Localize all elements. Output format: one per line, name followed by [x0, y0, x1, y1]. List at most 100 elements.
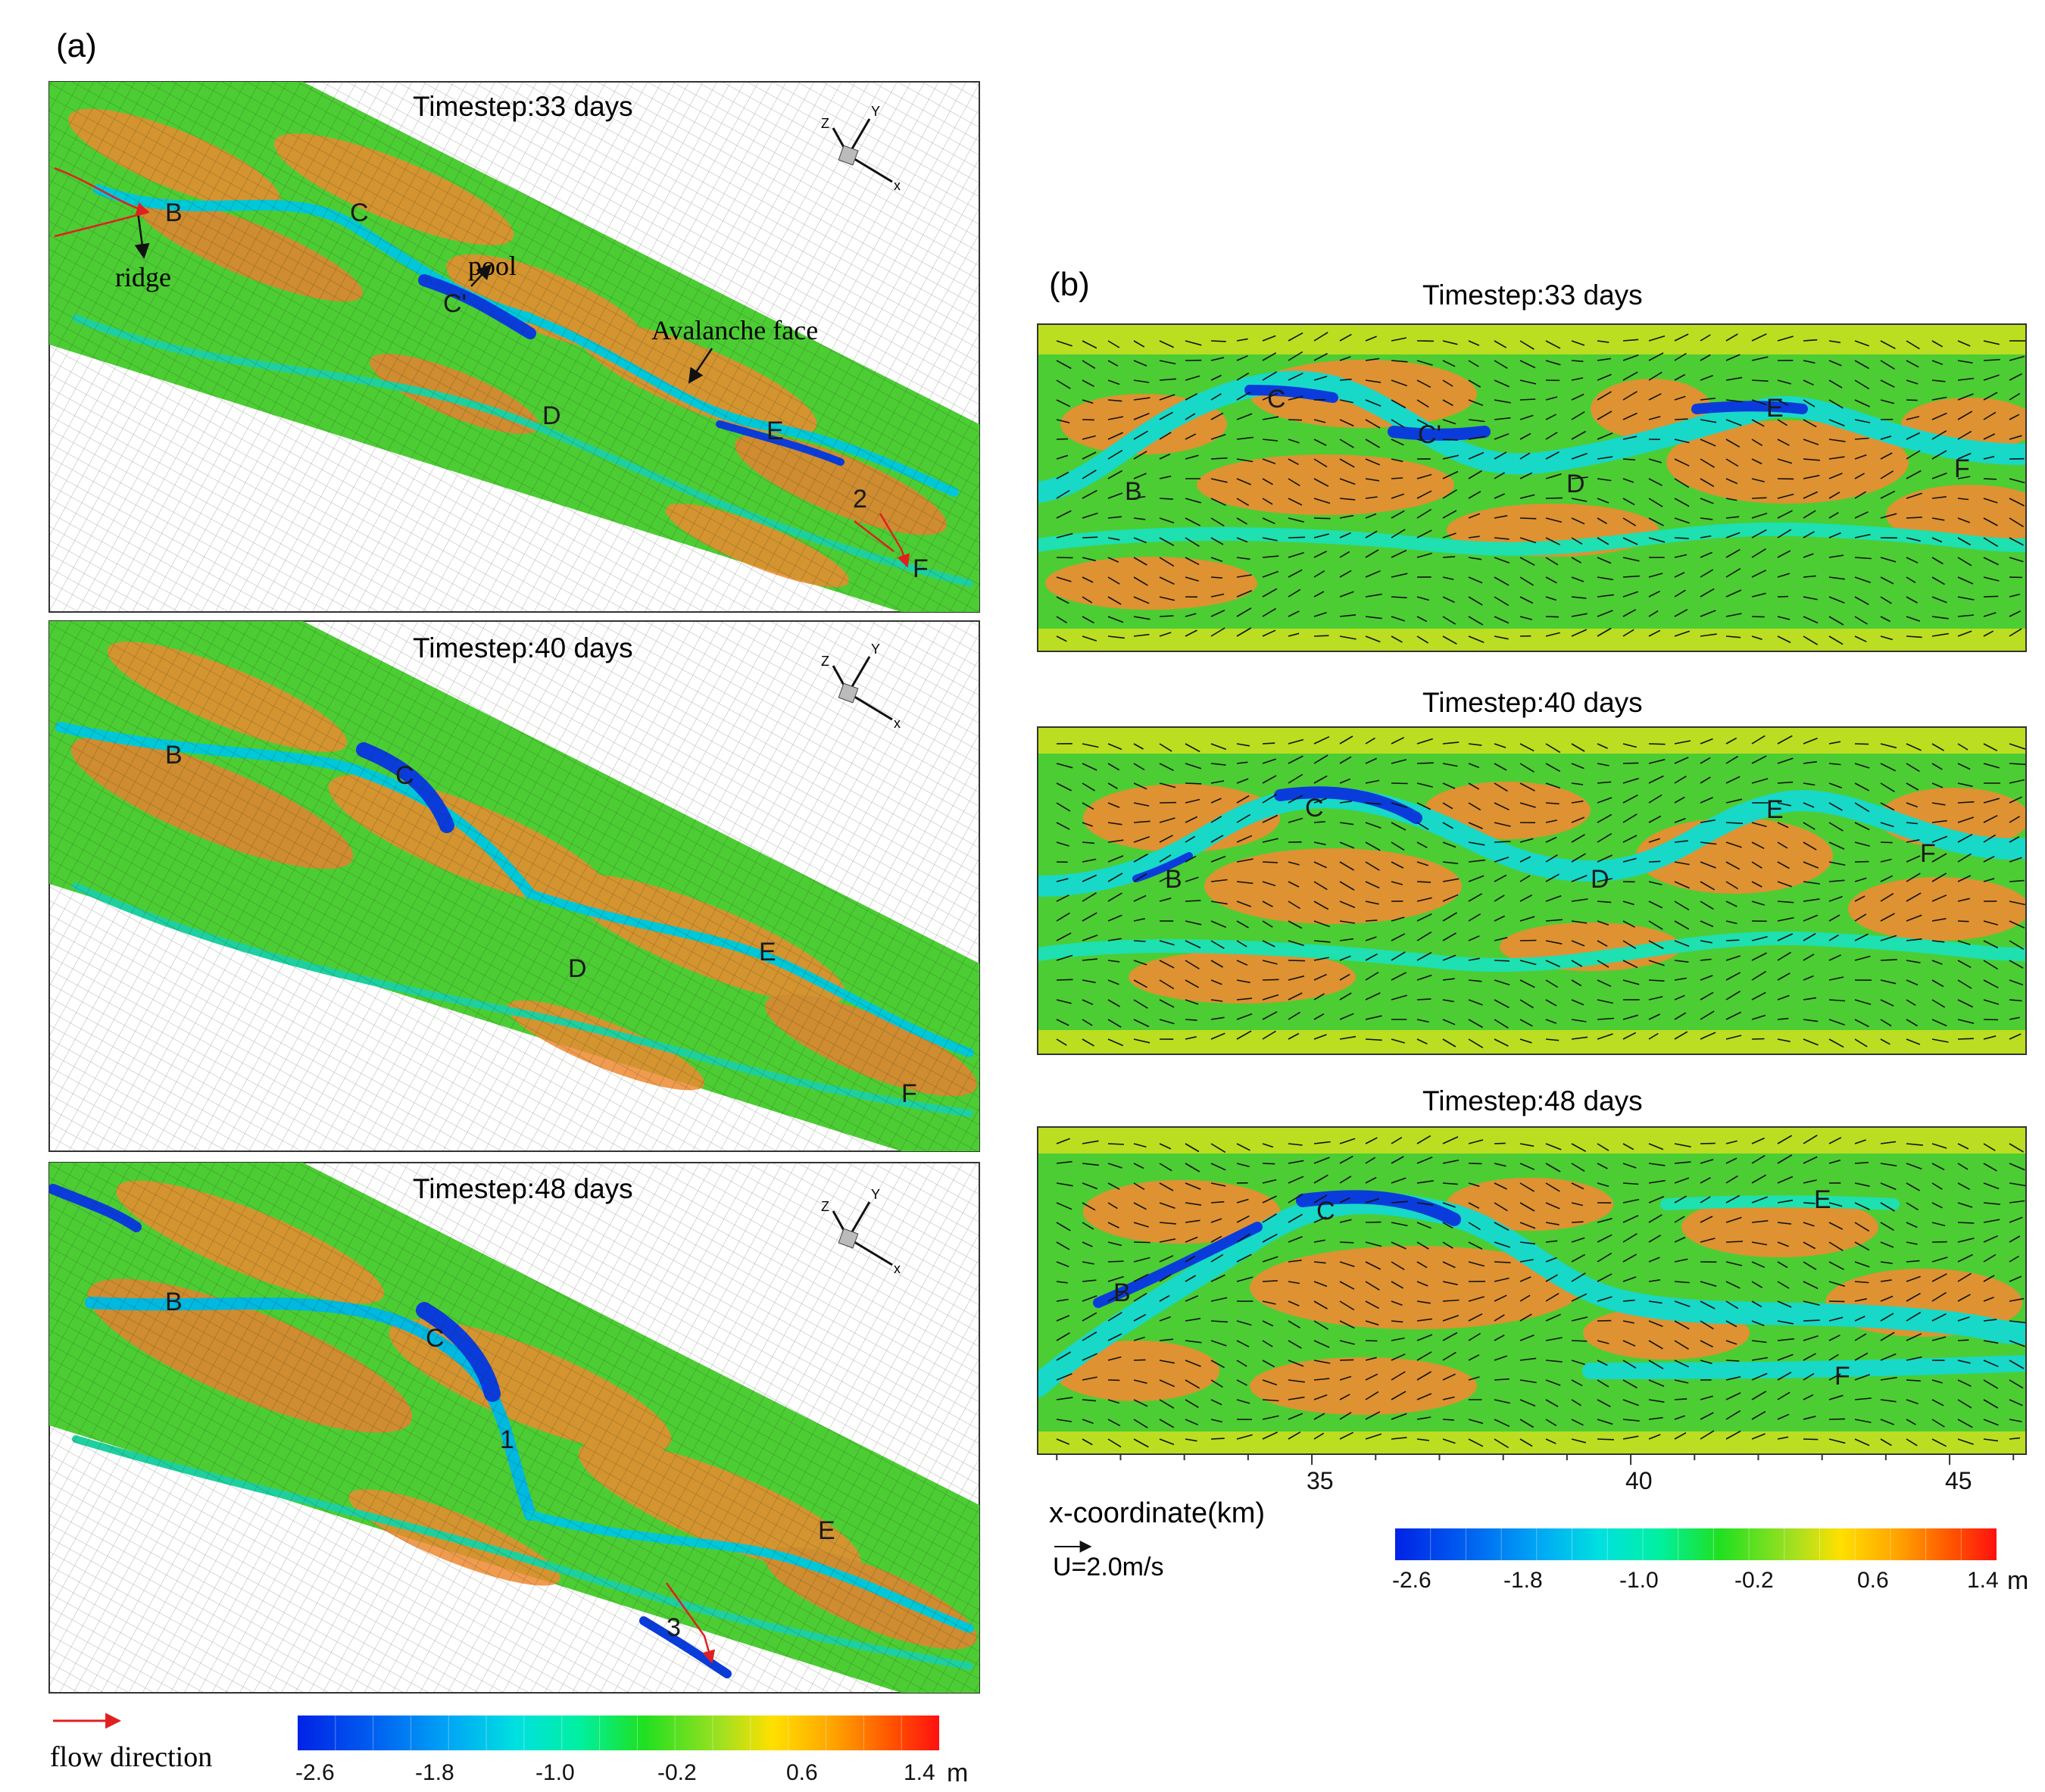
velocity-vector [1056, 489, 1070, 499]
velocity-vectors [1056, 332, 2026, 645]
velocity-vector [1880, 513, 1897, 519]
velocity-vector [1931, 412, 1947, 420]
velocity-vector [1957, 340, 1971, 347]
velocity-vector [1545, 340, 1561, 349]
velocity-vector [1236, 761, 1248, 764]
velocity-vector [1056, 954, 1073, 961]
velocity-vector [1210, 816, 1222, 823]
velocity-vector [1545, 802, 1560, 805]
velocity-vector [1674, 439, 1690, 444]
velocity-vector [1262, 629, 1276, 637]
velocity-vector [1700, 1032, 1716, 1040]
velocity-vector [1056, 635, 1067, 642]
velocity-vector [1159, 475, 1172, 479]
velocity-vector [1468, 451, 1485, 460]
velocity-vector [1854, 1202, 1870, 1210]
svg-text:B: B [1113, 1278, 1131, 1307]
velocity-vector [1725, 1360, 1740, 1362]
velocity-vector [1674, 1258, 1688, 1263]
pool-annotation: pool [468, 251, 517, 281]
velocity-vector [1674, 881, 1690, 889]
velocity-vector [1494, 1334, 1505, 1341]
velocity-vector [1751, 1038, 1765, 1040]
velocity-vector [1751, 512, 1768, 519]
velocity-vector [1416, 822, 1429, 830]
velocity-vector [1803, 954, 1815, 961]
velocity-vector [1828, 1261, 1844, 1270]
velocity-vector [1931, 853, 1947, 863]
velocity-vector [1262, 861, 1278, 863]
velocity-vector [1519, 398, 1536, 401]
velocity-vector [1468, 1241, 1483, 1250]
velocity-vector [2009, 498, 2025, 507]
svg-text:x: x [894, 178, 901, 193]
velocity-vector [1365, 379, 1382, 383]
velocity-vector [1365, 635, 1381, 643]
velocity-vector [1288, 992, 1303, 1001]
velocity-vector [1571, 979, 1582, 987]
velocity-vector [1828, 1160, 1841, 1164]
velocity-vector [1622, 979, 1640, 985]
velocity-vector [1107, 1356, 1122, 1361]
velocity-vector [1082, 1241, 1093, 1247]
velocity-vector [1313, 458, 1328, 468]
panel-a-frame-48-days: Timestep:48 days B C 1 E 3 x Y Z [48, 1162, 980, 1694]
velocity-vector [1494, 1241, 1511, 1248]
velocity-vector [1854, 533, 1871, 539]
velocity-vector [1313, 1413, 1325, 1420]
velocity-vector [1082, 399, 1094, 404]
velocity-vector [1597, 1340, 1609, 1344]
svg-text:C: C [350, 198, 369, 227]
velocity-vector [1648, 1279, 1661, 1282]
velocity-vector [1700, 881, 1716, 891]
velocity-vector [1828, 596, 1845, 604]
velocity-vector [1416, 738, 1433, 745]
velocity-vector [1185, 920, 1202, 926]
velocity-vector [1648, 1163, 1666, 1166]
velocity-vector [1983, 999, 2000, 1005]
velocity-vector [1494, 616, 1510, 624]
velocity-vector [1545, 557, 1559, 566]
velocity-vector [1700, 1360, 1712, 1365]
velocity-vector [1700, 1216, 1713, 1223]
velocity-vector [1468, 1139, 1484, 1144]
velocity-vector [1777, 616, 1791, 620]
velocity-vector [1622, 575, 1640, 578]
velocity-vector [1545, 537, 1560, 545]
velocity-vector [1957, 360, 1973, 364]
point-labels: B C 1 E 3 [165, 1288, 835, 1642]
velocity-vector [1622, 354, 1639, 361]
velocity-vector [1957, 1438, 1974, 1445]
velocity-vector [1468, 379, 1481, 388]
velocity-vector [1622, 794, 1638, 804]
velocity-vector [1854, 802, 1870, 813]
velocity-vector [1983, 1202, 2000, 1205]
velocity-vector [1442, 741, 1460, 745]
velocity-vector [1494, 1314, 1505, 1322]
velocity-vector [1159, 1182, 1174, 1191]
velocity-vector [1313, 754, 1328, 764]
velocity-vector [1725, 972, 1741, 981]
frame-title: Timestep:33 days [413, 91, 633, 122]
velocity-vector [1288, 920, 1303, 929]
velocity-vector [1674, 960, 1689, 963]
velocity-vector [1571, 613, 1588, 617]
velocity-vector [1185, 782, 1202, 785]
x-tick-labels: 35 40 45 [1307, 1467, 1972, 1494]
velocity-vector [1725, 841, 1742, 848]
velocity-vector [1803, 1372, 1815, 1381]
velocity-vector [1339, 1375, 1352, 1381]
velocity-vector [1931, 1019, 1947, 1027]
velocity-vector [1648, 979, 1665, 982]
velocity-vector [1416, 635, 1429, 644]
velocity-vector [1571, 1379, 1583, 1387]
velocity-vector [1571, 1360, 1585, 1366]
velocity-vector [1571, 1237, 1585, 1243]
velocity-vector [1468, 419, 1485, 423]
velocity-vector [1622, 1143, 1634, 1150]
velocity-vector [1828, 360, 1842, 367]
velocity-vector [1828, 802, 1843, 811]
velocity-vector [1880, 470, 1894, 479]
velocity-vector [1107, 855, 1124, 863]
velocity-vector [1313, 973, 1327, 981]
